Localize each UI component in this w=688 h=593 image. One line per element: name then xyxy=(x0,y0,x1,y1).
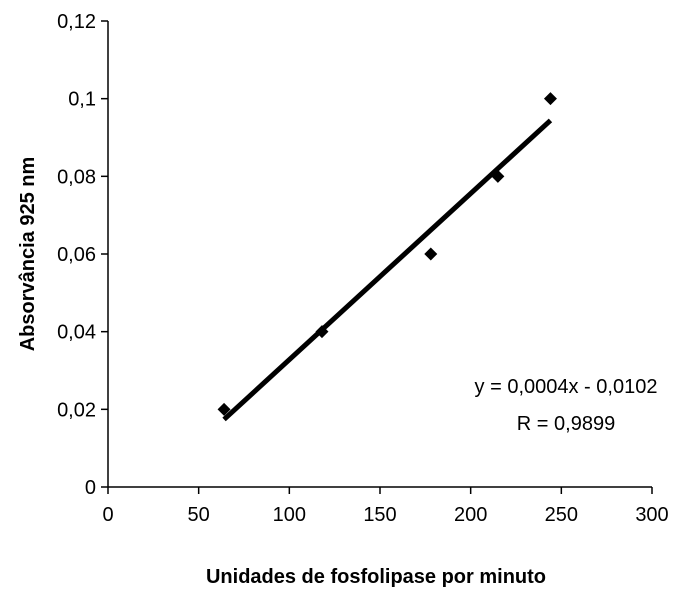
x-ticks: 0 50 100 150 200 250 300 xyxy=(102,487,669,526)
data-points xyxy=(217,92,557,416)
x-tick-label: 0 xyxy=(102,504,113,526)
x-tick-label: 250 xyxy=(545,504,578,526)
y-tick-label: 0,08 xyxy=(57,166,96,188)
x-tick-label: 300 xyxy=(635,504,668,526)
y-axis-title: Absorvância 925 nm xyxy=(17,157,39,352)
y-tick-label: 0,1 xyxy=(68,89,96,111)
x-tick-label: 150 xyxy=(363,504,396,526)
y-tick-label: 0,06 xyxy=(57,244,96,266)
r-annotation: R = 0,9899 xyxy=(517,413,615,435)
y-tick-label: 0,04 xyxy=(57,322,96,344)
x-tick-label: 200 xyxy=(454,504,487,526)
trendline xyxy=(222,118,553,422)
data-point xyxy=(424,247,438,261)
y-tick-label: 0 xyxy=(85,477,96,499)
x-tick-label: 100 xyxy=(273,504,306,526)
y-tick-label: 0,02 xyxy=(57,399,96,421)
x-axis-title: Unidades de fosfolipase por minuto xyxy=(206,566,546,588)
equation-annotation: y = 0,0004x - 0,0102 xyxy=(475,376,658,398)
trendline-group xyxy=(222,118,553,422)
data-point xyxy=(491,169,505,183)
data-point xyxy=(217,402,231,416)
y-ticks: 0 0,02 0,04 0,06 0,08 0,1 0,12 xyxy=(57,11,108,499)
x-tick-label: 50 xyxy=(188,504,210,526)
data-point xyxy=(543,92,557,106)
data-point xyxy=(315,325,329,339)
y-tick-label: 0,12 xyxy=(57,11,96,33)
